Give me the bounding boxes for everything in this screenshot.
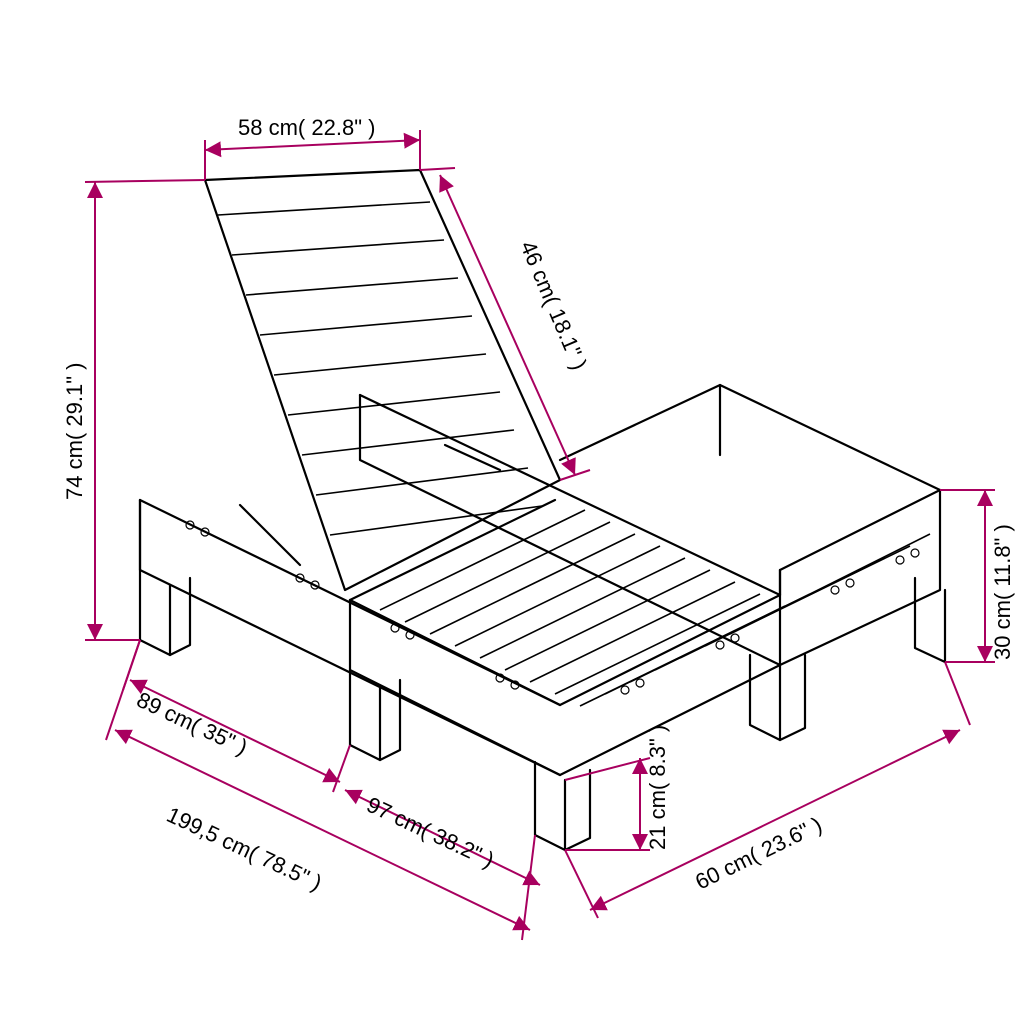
svg-text:21 cm( 8.3" ): 21 cm( 8.3" ) [645,725,670,850]
dim-h-in: 29.1" [62,376,87,427]
dim-leg-cm: 21 cm [645,790,670,850]
dim-top-width-cm: 58 cm [238,115,298,140]
svg-text:74 cm( 29.1" ): 74 cm( 29.1" ) [62,363,87,500]
dim-back-in: 18.1" [544,305,587,361]
svg-text:30 cm( 11.8" ): 30 cm( 11.8" ) [990,524,1015,660]
dim-seg-a-cm: 89 cm [133,687,198,735]
svg-text:89 cm( 35" ): 89 cm( 35" ) [133,687,252,760]
svg-text:199,5 cm( 78.5" ): 199,5 cm( 78.5" ) [163,802,326,896]
dimension-diagram: 58 cm( 22.8" ) 46 cm( 18.1" ) 74 cm( 29.… [0,0,1024,1024]
dim-back-cm: 46 cm [515,237,561,302]
dim-seg-b-cm: 97 cm [363,792,428,840]
svg-text:60 cm( 23.6" ): 60 cm( 23.6" ) [691,812,826,895]
svg-text:58 cm( 22.8" ): 58 cm( 22.8" ) [238,115,375,140]
svg-text:97 cm( 38.2" ): 97 cm( 38.2" ) [363,792,498,873]
dim-h-cm: 74 cm [62,440,87,500]
dim-top-width-in: 22.8" [311,115,362,140]
dim-fh-cm: 30 cm [990,600,1015,660]
dim-fh-in: 11.8" [990,538,1015,587]
dim-len-cm: 199,5 cm [163,802,256,863]
dim-fw-cm: 60 cm [691,846,756,895]
svg-text:46 cm( 18.1" ): 46 cm( 18.1" ) [515,237,592,373]
dim-leg-in: 8.3" [645,738,670,776]
